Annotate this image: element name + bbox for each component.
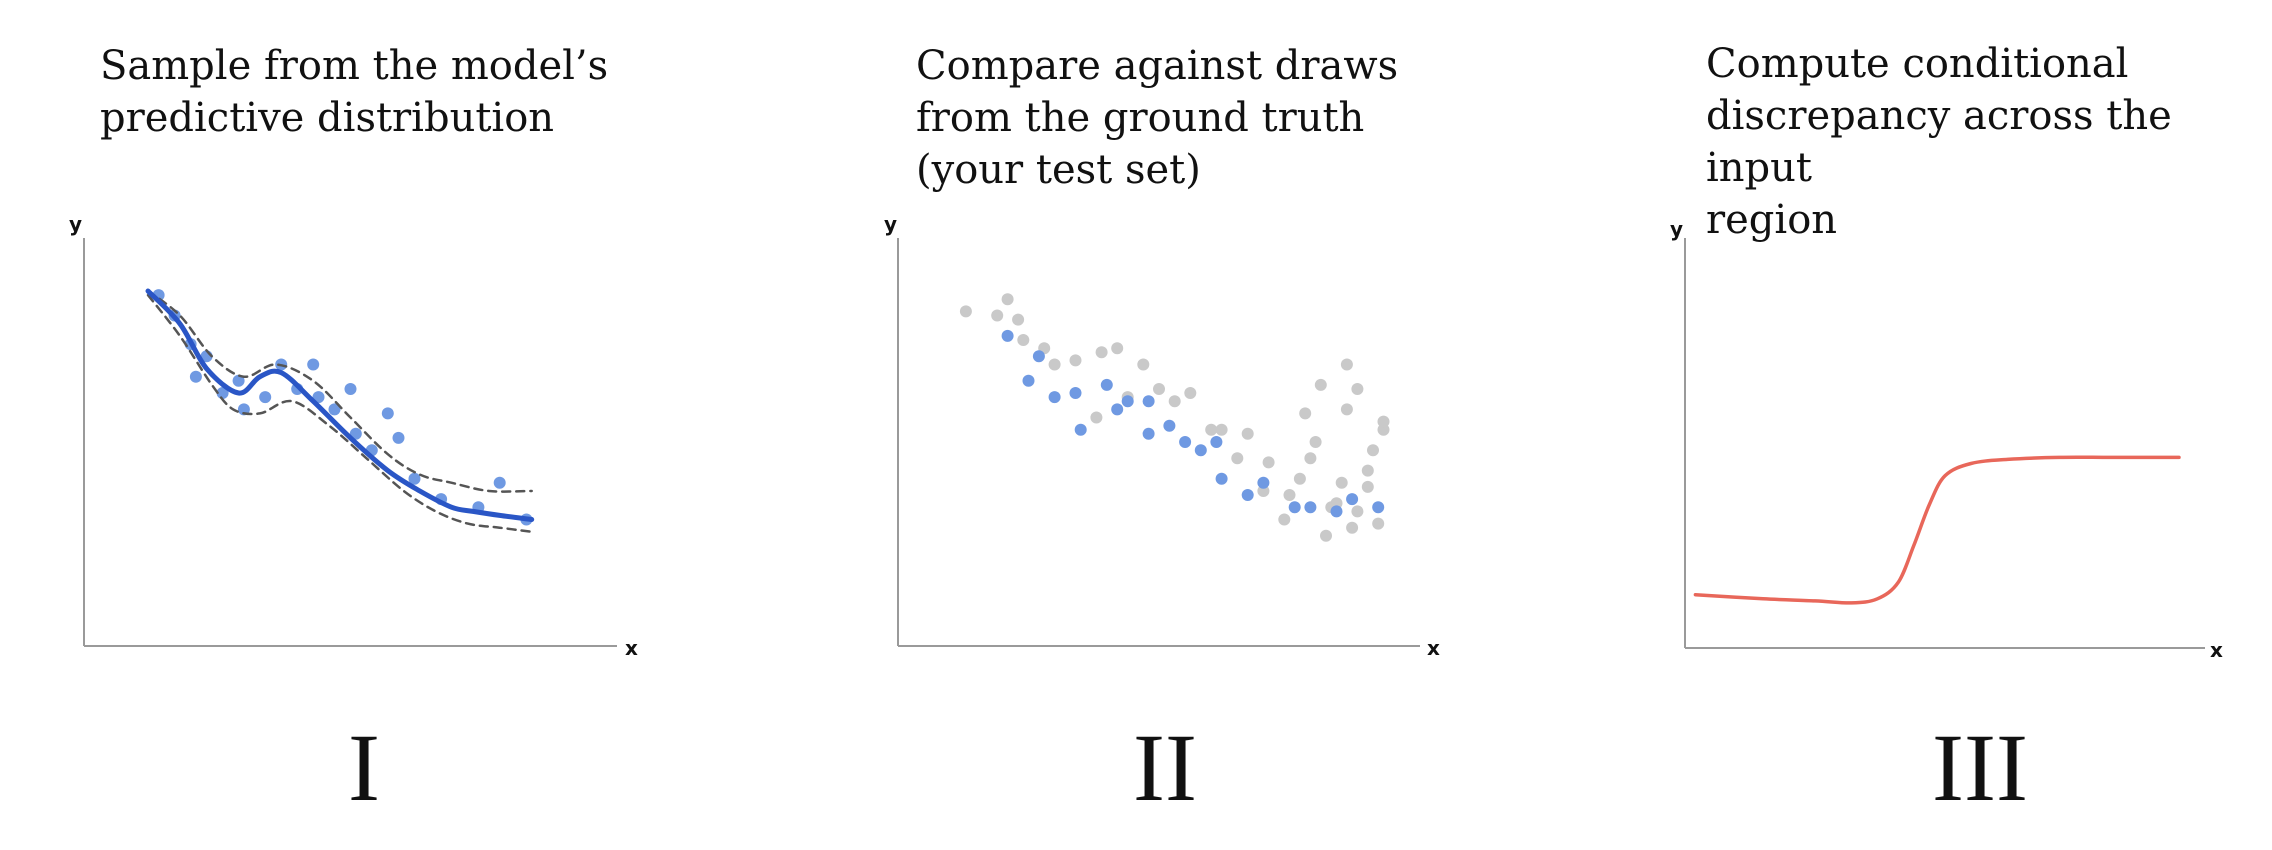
ground-truth-point bbox=[1257, 485, 1270, 497]
model-sample-point bbox=[237, 403, 250, 416]
model-sample-point bbox=[1163, 419, 1176, 432]
panel-3-numeral: III bbox=[1932, 714, 2028, 821]
ground-truth-point bbox=[1320, 529, 1332, 542]
model-sample-point bbox=[1069, 387, 1082, 399]
panel-3-title: Compute conditional discrepancy across t… bbox=[1706, 41, 2172, 243]
ground-truth-point bbox=[1340, 358, 1353, 371]
panel-3-marks bbox=[1693, 455, 2181, 605]
model-sample-point bbox=[1032, 350, 1045, 363]
model-sample-point bbox=[408, 472, 421, 485]
panel-1-marks bbox=[145, 288, 535, 534]
ground-truth-point bbox=[1314, 378, 1327, 391]
ground-truth-point bbox=[1304, 452, 1317, 465]
model-sample-point bbox=[1304, 501, 1317, 514]
ground-truth-point bbox=[1377, 415, 1390, 428]
ground-truth-point bbox=[991, 309, 1004, 322]
panel-2-title: Compare against draws from the ground tr… bbox=[916, 43, 1399, 193]
model-sample-point bbox=[493, 476, 506, 489]
ground-truth-point bbox=[1017, 334, 1030, 346]
ground-truth-point bbox=[1278, 513, 1291, 526]
ground-truth-point bbox=[1111, 342, 1124, 355]
ground-truth-point bbox=[1001, 293, 1014, 306]
ground-truth-point bbox=[1012, 313, 1025, 326]
model-sample-point bbox=[1121, 395, 1134, 408]
model-sample-point bbox=[1111, 403, 1124, 416]
ground-truth-point bbox=[1168, 395, 1181, 408]
ground-truth-point bbox=[1069, 354, 1082, 367]
ground-truth-point bbox=[1351, 383, 1364, 395]
model-sample-point bbox=[1194, 444, 1207, 457]
model-sample-point bbox=[344, 383, 357, 395]
panel-2-marks bbox=[959, 293, 1390, 542]
model-sample-point bbox=[216, 387, 229, 399]
ground-truth-point bbox=[1372, 517, 1385, 530]
model-sample-point bbox=[307, 358, 320, 371]
upper-interval-line bbox=[146, 289, 533, 493]
ground-truth-point bbox=[1090, 411, 1103, 424]
model-sample-point bbox=[1215, 472, 1228, 485]
ground-truth-point bbox=[1377, 423, 1390, 436]
ground-truth-point bbox=[1293, 472, 1306, 485]
model-sample-point bbox=[1142, 427, 1155, 440]
panel-3-y-label: y bbox=[1670, 217, 1683, 241]
panel-1-numeral: I bbox=[348, 714, 380, 821]
model-sample-point bbox=[1048, 391, 1061, 404]
lower-interval-line bbox=[146, 293, 533, 534]
ground-truth-point bbox=[1262, 456, 1275, 469]
panel-2-x-label: x bbox=[1427, 636, 1440, 660]
model-sample-point bbox=[1241, 489, 1254, 501]
ground-truth-point bbox=[1299, 407, 1312, 420]
model-sample-point bbox=[1100, 378, 1113, 391]
panel-1-x-label: x bbox=[625, 636, 638, 660]
model-sample-point bbox=[1210, 436, 1223, 448]
model-sample-point bbox=[1372, 501, 1385, 514]
ground-truth-point bbox=[1215, 423, 1228, 436]
ground-truth-point bbox=[1241, 427, 1254, 440]
model-sample-point bbox=[381, 407, 394, 420]
ground-truth-point bbox=[1137, 358, 1150, 371]
ground-truth-point bbox=[1340, 403, 1353, 416]
panel-2-numeral: II bbox=[1133, 714, 1197, 821]
model-sample-point bbox=[1330, 505, 1343, 518]
model-sample-point bbox=[189, 370, 202, 383]
ground-truth-point bbox=[1346, 521, 1359, 534]
model-sample-point bbox=[328, 403, 341, 416]
ground-truth-point bbox=[1351, 505, 1364, 518]
ground-truth-point bbox=[1205, 423, 1218, 436]
model-sample-point bbox=[1074, 423, 1087, 436]
ground-truth-point bbox=[1184, 387, 1197, 399]
ground-truth-point bbox=[1048, 358, 1061, 371]
ground-truth-point bbox=[1231, 452, 1244, 465]
ground-truth-point bbox=[1361, 464, 1374, 477]
model-sample-point bbox=[259, 391, 272, 404]
panel-1-y-label: y bbox=[69, 212, 82, 236]
panel-2-y-label: y bbox=[884, 212, 897, 236]
model-sample-point bbox=[232, 374, 245, 387]
model-sample-point bbox=[1022, 374, 1035, 387]
model-sample-point bbox=[1179, 436, 1192, 448]
ground-truth-point bbox=[959, 305, 972, 318]
model-sample-point bbox=[1257, 476, 1270, 489]
ground-truth-point bbox=[1335, 476, 1348, 489]
model-sample-point bbox=[1001, 329, 1014, 342]
discrepancy-line bbox=[1693, 455, 2181, 605]
ground-truth-point bbox=[1283, 489, 1296, 501]
panel-3-x-label: x bbox=[2210, 638, 2223, 662]
ground-truth-point bbox=[1330, 497, 1343, 510]
ground-truth-point bbox=[1367, 444, 1379, 457]
ground-truth-point bbox=[1309, 436, 1322, 448]
panel-1-title: Sample from the model’s predictive distr… bbox=[100, 43, 609, 141]
ground-truth-point bbox=[1153, 383, 1165, 395]
ground-truth-point bbox=[1095, 346, 1108, 359]
model-sample-point bbox=[1346, 493, 1359, 506]
model-sample-point bbox=[1142, 395, 1155, 408]
predictive-mean-line bbox=[145, 288, 535, 522]
model-sample-point bbox=[1288, 501, 1301, 514]
ground-truth-point bbox=[1361, 480, 1374, 493]
model-sample-point bbox=[392, 431, 405, 444]
